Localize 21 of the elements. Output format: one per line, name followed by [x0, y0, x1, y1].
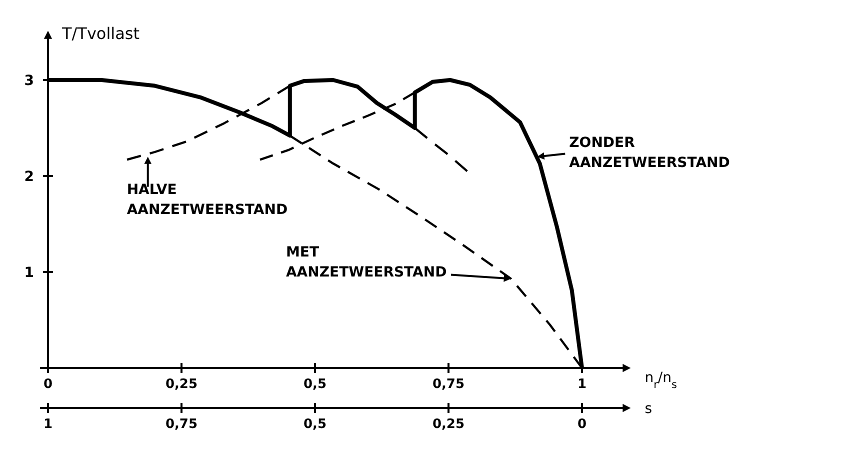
y-tick-label: 2: [24, 168, 34, 185]
x-axis-title: n$_{r}$/n$_{s}$: [644, 370, 677, 391]
x2-axis-title: s: [644, 401, 652, 417]
line-series: [414, 126, 468, 172]
line-series: [126, 84, 291, 161]
annotation: ZONDER AANZETWEERSTAND: [569, 134, 730, 171]
x-tick-label: 0,5: [303, 377, 327, 392]
y-tick-label: 1: [24, 264, 34, 281]
x-tick-label: 0,75: [432, 377, 465, 392]
y-tick-label: 3: [24, 72, 34, 89]
x2-tick-label: 0,75: [165, 417, 198, 432]
x2-tick-label: 0,25: [432, 417, 465, 432]
y-axis-title: T/Tvollast: [61, 24, 140, 43]
annotation: HALVE AANZETWEERSTAND: [126, 182, 288, 218]
x2-tick-label: 1: [43, 417, 53, 432]
x2-tick-label: 0: [577, 417, 587, 432]
x2-tick-label: 0,5: [303, 417, 327, 432]
x-tick-label: 0,25: [165, 377, 198, 392]
annotation: MET AANZETWEERSTAND: [286, 244, 447, 281]
x-tick-label: 0: [43, 377, 53, 392]
x-tick-label: 1: [577, 377, 587, 392]
